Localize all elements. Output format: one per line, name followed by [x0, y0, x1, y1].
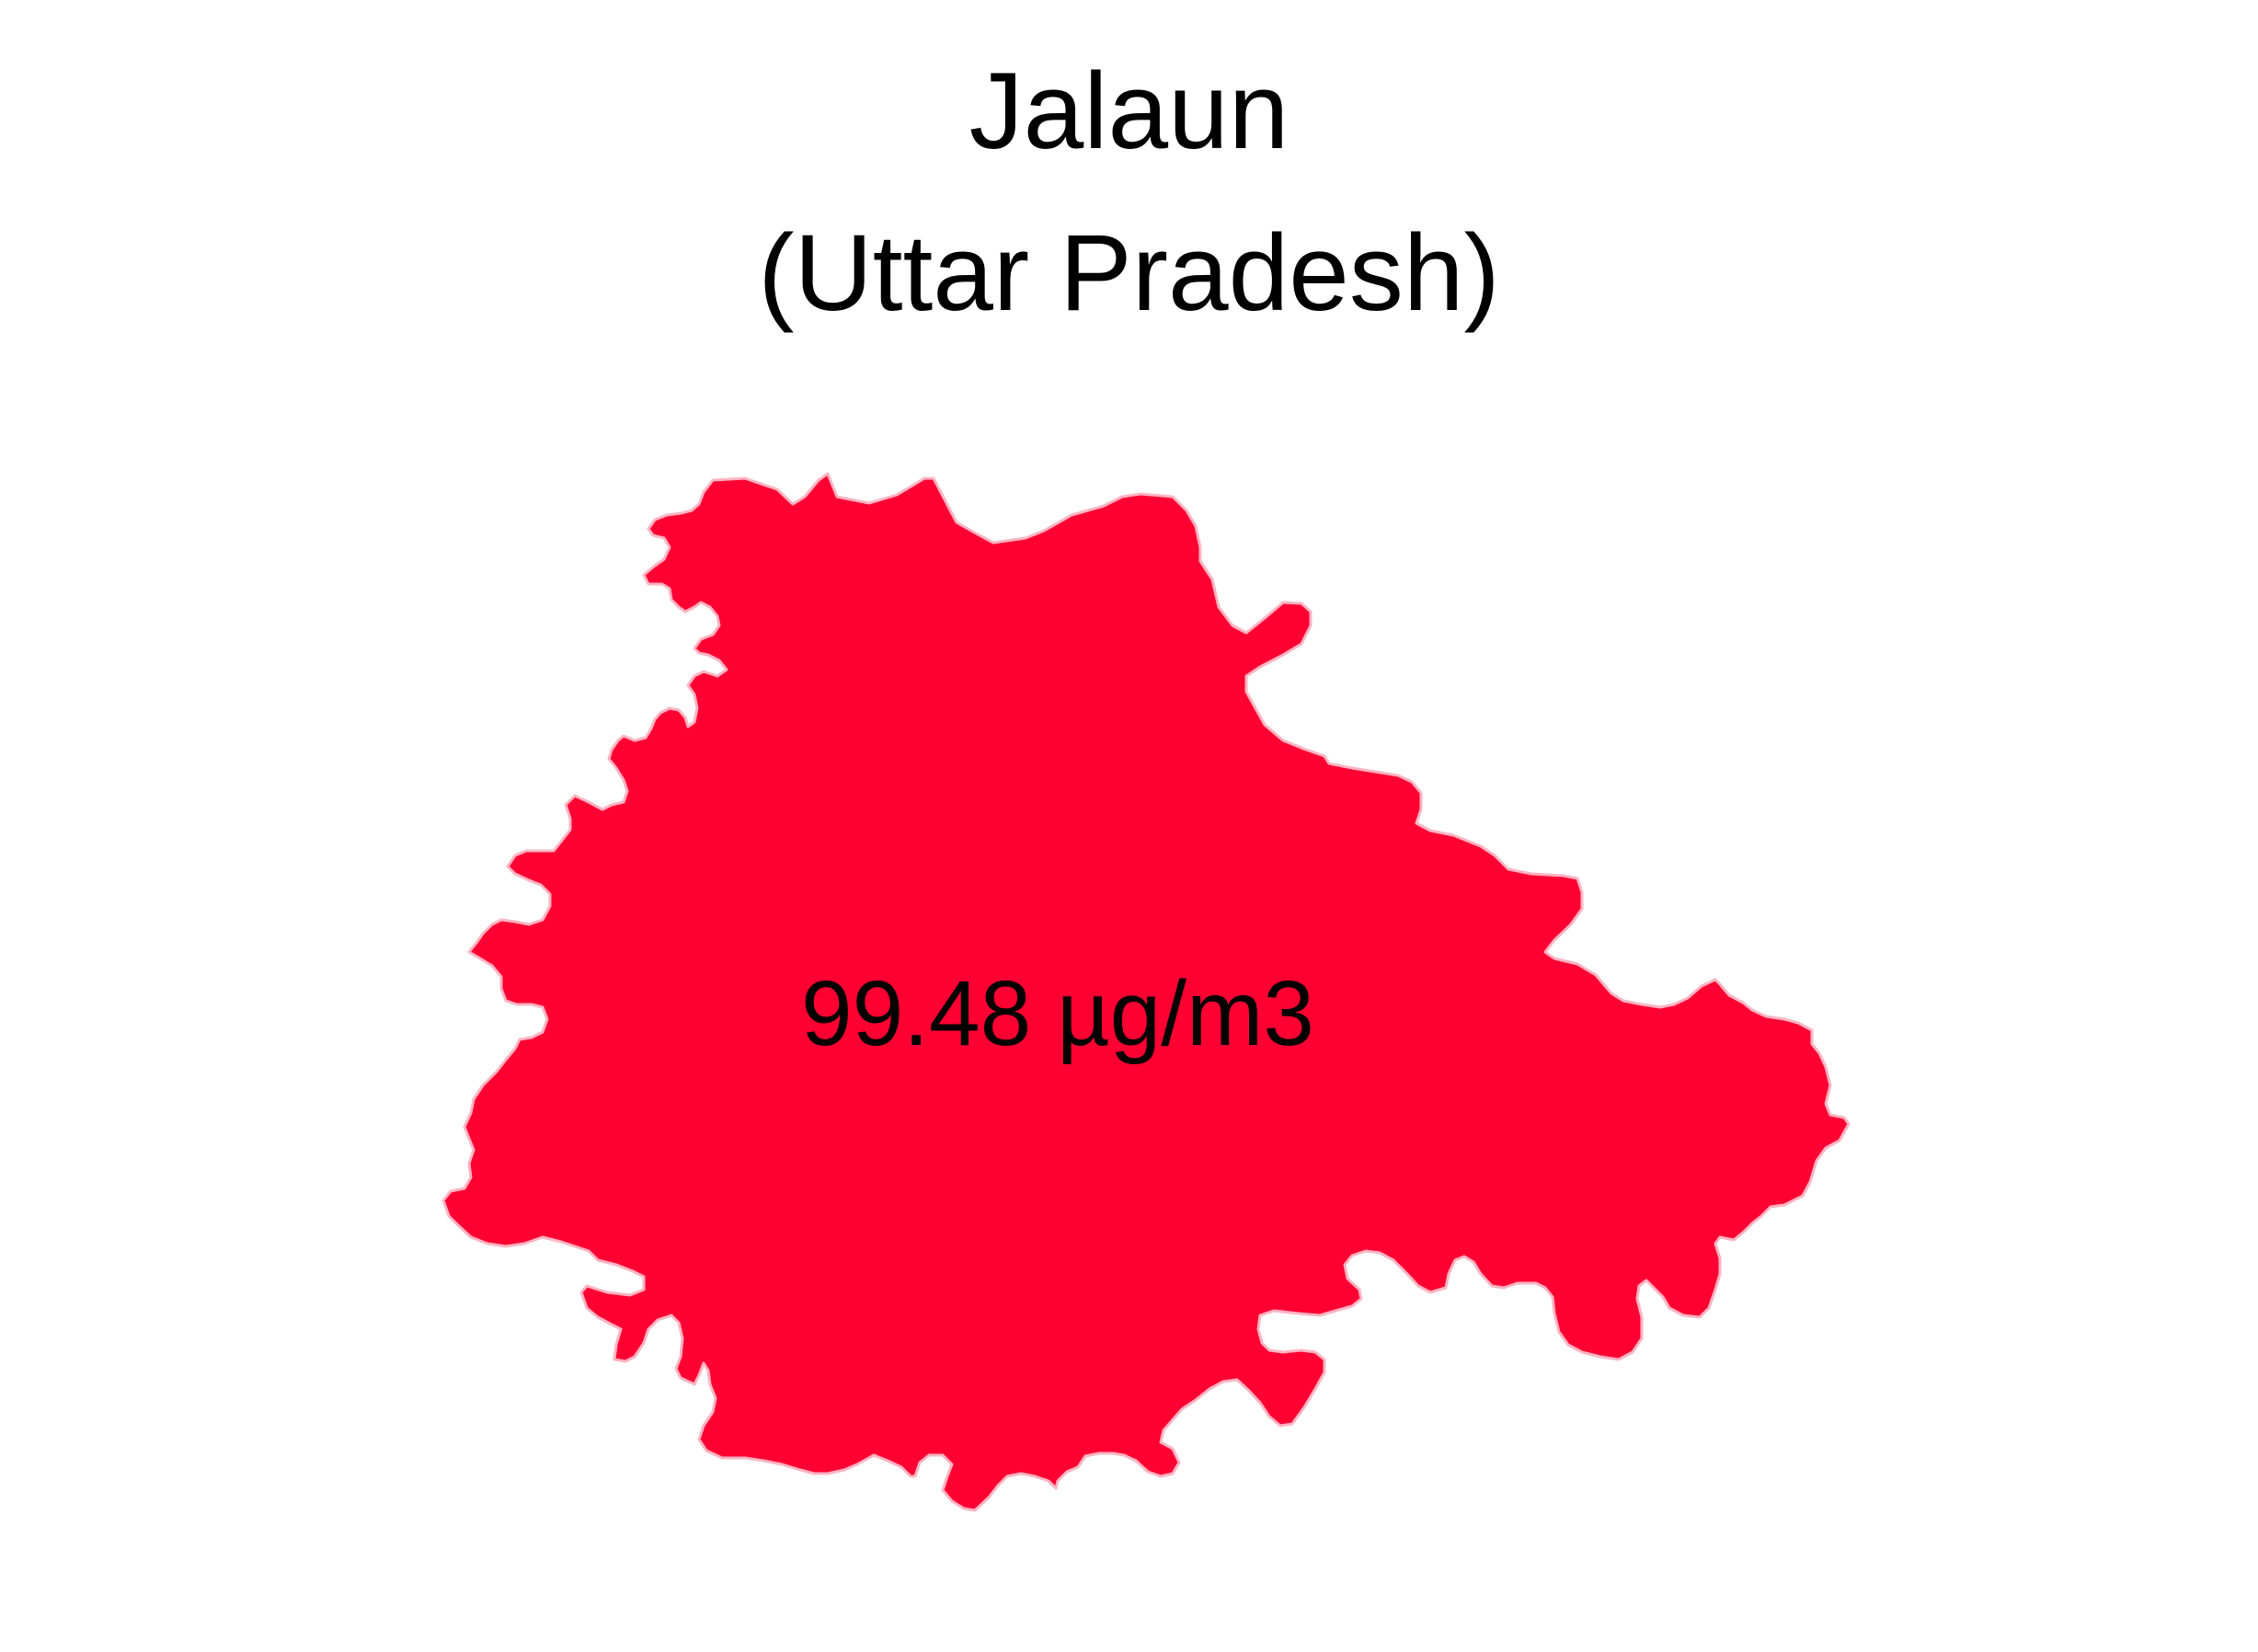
pm25-value-label: 99.48 µg/m3: [801, 962, 1314, 1065]
map-subtitle: (Uttar Pradesh): [758, 212, 1500, 334]
district-region-jalaun: [441, 472, 1851, 1512]
map-title: Jalaun: [969, 51, 1289, 172]
